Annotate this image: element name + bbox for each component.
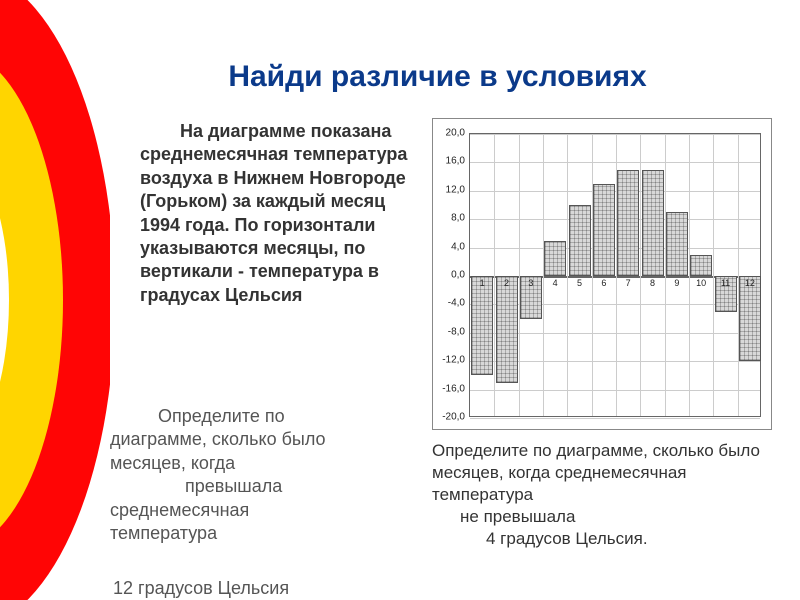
overlap-l2: диаграмме, сколько было bbox=[110, 428, 420, 451]
overlap-l3: месяцев, когда bbox=[110, 452, 420, 475]
caption-l3: 4 градусов Цельсия. bbox=[432, 528, 772, 550]
x-label: 5 bbox=[569, 278, 591, 288]
bar-month-5 bbox=[569, 205, 591, 276]
overlap-l4: превышала bbox=[110, 475, 420, 498]
x-label: 11 bbox=[715, 278, 737, 288]
x-label: 12 bbox=[739, 278, 761, 288]
temperature-chart: 20,016,012,08,04,00,0-4,0-8,0-12,0-16,0-… bbox=[432, 118, 772, 430]
x-label: 7 bbox=[617, 278, 639, 288]
page-title: Найди различие в условиях bbox=[115, 60, 760, 94]
overlap-cutoff: 12 градусов Цельсия bbox=[113, 578, 289, 599]
x-label: 4 bbox=[544, 278, 566, 288]
bar-month-4 bbox=[544, 241, 566, 277]
bar-month-9 bbox=[666, 212, 688, 276]
x-label: 8 bbox=[642, 278, 664, 288]
x-label: 1 bbox=[471, 278, 493, 288]
main-paragraph: На диаграмме показана среднемесячная тем… bbox=[140, 120, 415, 307]
overlap-l1: Определите по bbox=[110, 405, 420, 428]
overlapping-question-text: Определите по диаграмме, сколько было ме… bbox=[110, 405, 420, 545]
caption-l2: не превышала bbox=[432, 506, 772, 528]
x-label: 3 bbox=[520, 278, 542, 288]
plot-area: 123456789101112 bbox=[469, 133, 761, 417]
bar-month-1 bbox=[471, 276, 493, 375]
bar-month-2 bbox=[496, 276, 518, 383]
decorative-rings bbox=[0, 0, 110, 600]
x-label: 10 bbox=[690, 278, 712, 288]
x-label: 6 bbox=[593, 278, 615, 288]
x-label: 9 bbox=[666, 278, 688, 288]
bar-month-7 bbox=[617, 170, 639, 277]
y-axis-labels: 20,016,012,08,04,00,0-4,0-8,0-12,0-16,0-… bbox=[435, 133, 467, 417]
bar-month-10 bbox=[690, 255, 712, 276]
chart-caption: Определите по диаграмме, сколько было ме… bbox=[432, 440, 772, 550]
overlap-l6: температура bbox=[110, 522, 420, 545]
main-paragraph-text: На диаграмме показана среднемесячная тем… bbox=[140, 120, 415, 307]
overlap-l5: среднемесячная bbox=[110, 499, 420, 522]
caption-l1: Определите по диаграмме, сколько было ме… bbox=[432, 440, 772, 506]
x-label: 2 bbox=[496, 278, 518, 288]
bar-month-12 bbox=[739, 276, 761, 361]
bar-month-6 bbox=[593, 184, 615, 276]
bar-month-8 bbox=[642, 170, 664, 277]
slide: Найди различие в условиях На диаграмме п… bbox=[0, 0, 800, 600]
